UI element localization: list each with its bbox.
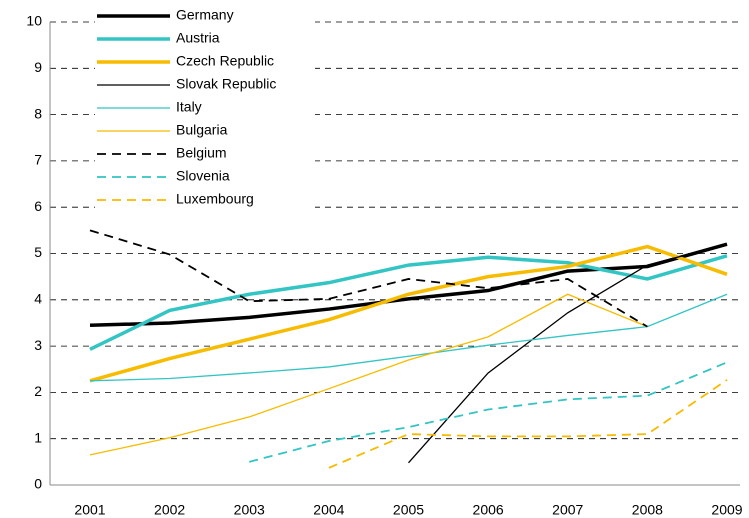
legend-label: Austria: [176, 30, 220, 46]
legend-label: Czech Republic: [176, 53, 274, 69]
x-tick-label: 2006: [473, 502, 504, 518]
y-tick-label: 3: [34, 337, 42, 353]
legend-label: Bulgaria: [176, 122, 228, 138]
y-tick-label: 2: [34, 383, 42, 399]
y-tick-label: 7: [34, 152, 42, 168]
x-tick-label: 2008: [632, 502, 663, 518]
legend-label: Italy: [176, 99, 202, 115]
y-tick-label: 8: [34, 105, 42, 121]
legend-label: Slovak Republic: [176, 76, 276, 92]
x-tick-label: 2003: [234, 502, 265, 518]
y-tick-label: 5: [34, 244, 42, 260]
series-line: [89, 293, 728, 382]
y-tick-label: 6: [34, 198, 42, 214]
y-tick-label: 0: [34, 476, 42, 492]
x-tick-label: 2002: [154, 502, 185, 518]
x-tick-label: 2005: [393, 502, 424, 518]
legend-label: Luxembourg: [176, 191, 254, 207]
series-line: [249, 361, 728, 463]
legend-label: Belgium: [176, 145, 227, 161]
series-line: [89, 293, 648, 456]
legend-label: Slovenia: [176, 168, 230, 184]
legend-label: Germany: [176, 7, 234, 23]
series-line: [89, 242, 728, 328]
y-tick-label: 10: [26, 13, 42, 29]
y-tick-label: 1: [34, 429, 42, 445]
series-line: [89, 254, 728, 351]
series-line: [328, 379, 728, 469]
x-tick-label: 2009: [711, 502, 742, 518]
x-tick-label: 2007: [552, 502, 583, 518]
y-tick-label: 4: [34, 291, 42, 307]
series-line: [89, 244, 728, 383]
series-line: [89, 229, 648, 328]
x-tick-label: 2004: [313, 502, 344, 518]
y-tick-label: 9: [34, 59, 42, 75]
series-line: [408, 243, 728, 464]
x-tick-label: 2001: [74, 502, 105, 518]
